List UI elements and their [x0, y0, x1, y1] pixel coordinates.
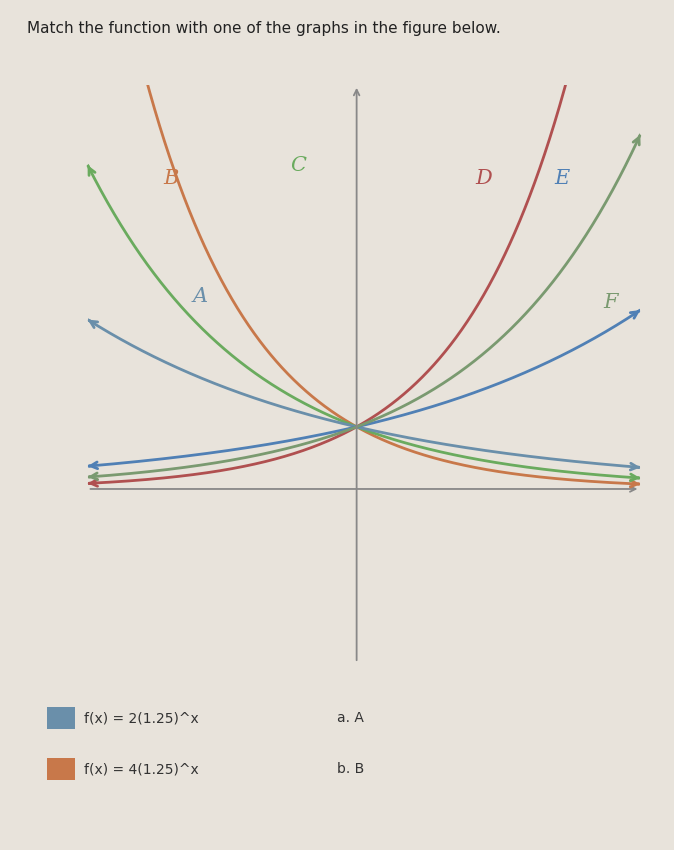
- Text: Match the function with one of the graphs in the figure below.: Match the function with one of the graph…: [27, 21, 501, 37]
- Text: b. B: b. B: [337, 762, 364, 776]
- Text: D: D: [475, 169, 492, 188]
- Text: f(x) = 4(1.25)^x: f(x) = 4(1.25)^x: [84, 762, 199, 776]
- Text: B: B: [163, 169, 179, 188]
- Text: E: E: [555, 169, 570, 188]
- Text: A: A: [193, 286, 208, 306]
- Text: f(x) = 2(1.25)^x: f(x) = 2(1.25)^x: [84, 711, 199, 725]
- Text: F: F: [604, 293, 618, 312]
- Text: C: C: [290, 156, 306, 175]
- Text: a. A: a. A: [337, 711, 364, 725]
